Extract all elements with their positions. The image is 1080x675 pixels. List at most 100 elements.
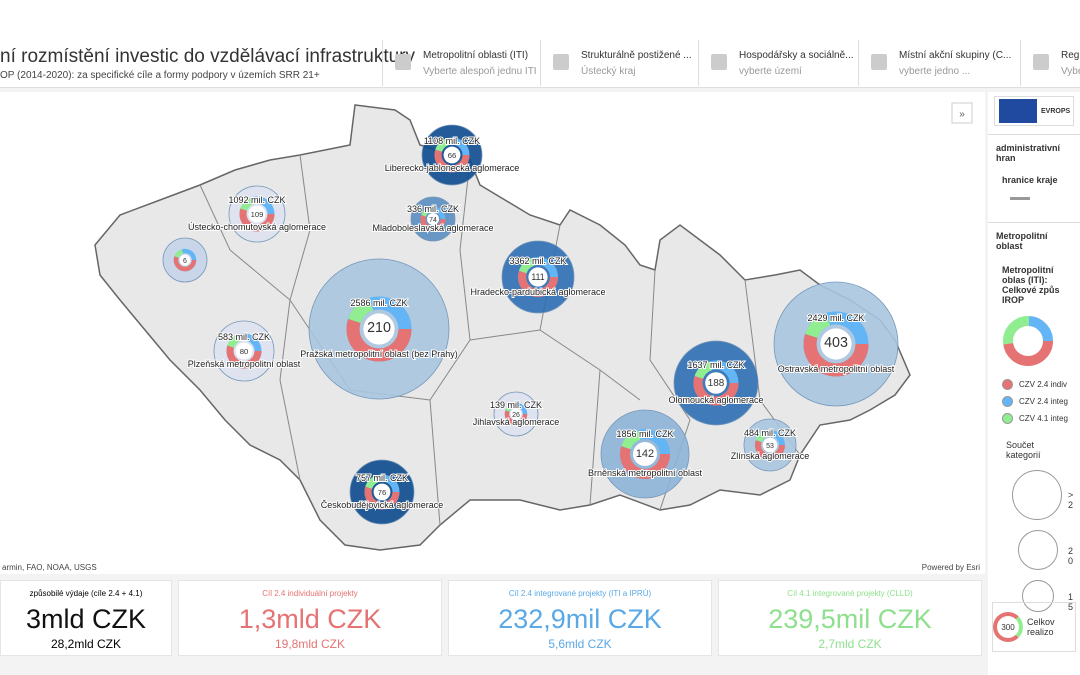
donut-hole	[179, 254, 191, 266]
eu-flag	[999, 99, 1037, 123]
marker-count: 76	[378, 488, 387, 497]
marker-amount: 757 mil. CZK	[356, 473, 408, 483]
esri-credit: Powered by Esri	[922, 563, 980, 572]
collapse-button[interactable]	[951, 102, 973, 124]
donut-hole	[373, 483, 391, 501]
marker-amount: 1108 mil. CZK	[424, 136, 480, 146]
donut-part	[1003, 316, 1053, 366]
kpi-card: Cíl 2.4 individuální projekty 1,3mld CZK 1…	[178, 580, 442, 656]
donut-ring	[346, 296, 412, 362]
legend-label: CZV 2.4 indiv	[1019, 380, 1068, 389]
legend-row: CZV 2.4 integ	[1002, 396, 1080, 407]
filter-tab[interactable]: Strukturálně postižené ... Ústecký kraj	[540, 40, 698, 86]
donut-hole	[427, 213, 439, 225]
layer-title: Metropolitní oblast	[988, 222, 1080, 259]
marker-amount: 1092 mil. CZK	[228, 195, 285, 205]
map[interactable]: » 66 1108 mil. CZK Liberecko-jablonecká ag…	[0, 92, 985, 574]
filter-label: Strukturálně postižené ...	[581, 50, 692, 61]
title: ní rozmístění investic do vzdělávací inf…	[0, 46, 415, 67]
filter-tab[interactable]: Regio Vybe	[1020, 40, 1080, 86]
kpi-total: 5,6mld CZK	[548, 637, 612, 651]
kpi-value: 3mld CZK	[25, 604, 147, 634]
markers: 66 1108 mil. CZK Liberecko-jablonecká aglo…	[162, 124, 899, 525]
donut-hole	[235, 342, 253, 360]
kpi-total: 28,2mld CZK	[50, 637, 122, 651]
legend-swatch	[1002, 379, 1013, 390]
marker-name: Olomoucká aglomerace	[668, 395, 763, 405]
kpi-title: Cíl 2.4 individuální projekty	[262, 589, 358, 598]
filter-tab[interactable]: Místní akční skupiny (C... vyberte jedno …	[858, 40, 1020, 86]
legend-item: hranice kraje	[1002, 175, 1058, 185]
marker-count: 66	[448, 151, 457, 160]
marker-amount: 1856 mil. CZK	[616, 429, 673, 439]
marker-count: 53	[766, 443, 774, 450]
total-count: 300	[993, 612, 1023, 642]
marker-count: 80	[240, 347, 249, 356]
kpi-value: 1,3mld CZK	[238, 604, 382, 634]
layer-title: administrativní hran	[988, 134, 1080, 171]
donut-ring	[420, 206, 446, 232]
marker-name: Mladoboleslavská aglomerace	[372, 223, 493, 233]
filter-value: vyberte jedno ...	[899, 66, 971, 77]
donut-ring	[226, 333, 262, 369]
marker-count: 142	[636, 448, 654, 460]
marker-count: 188	[708, 378, 725, 389]
filter-label: Hospodářsky a sociálně...	[739, 50, 854, 61]
donut-hole	[248, 205, 266, 223]
donut-part	[1003, 316, 1053, 366]
subtitle: OP (2014-2020): za specifické cíle a for…	[0, 70, 320, 81]
marker-name: Zlínská aglomerace	[731, 451, 810, 461]
legend-donut	[1003, 316, 1053, 366]
marker-count: 111	[531, 272, 544, 282]
marker-count: 74	[429, 217, 437, 224]
filter-tab[interactable]: Metropolitní oblasti (ITI) Vyberte alespo…	[382, 40, 540, 86]
eu-logo: EVROPS	[994, 96, 1074, 126]
marker-amount: 583 mil. CZK	[218, 332, 270, 342]
donut-hole	[762, 437, 778, 453]
marker-name: Brněnská metropolitní oblast	[588, 468, 703, 478]
marker-name: Českobudějovická aglomerace	[321, 500, 444, 510]
donut-hole	[443, 146, 461, 164]
line-swatch	[1010, 197, 1030, 200]
size-label: 2 0	[1068, 546, 1074, 566]
filter-value: Vybe	[1061, 66, 1080, 77]
marker-name: Plzeňská metropolitní oblast	[188, 359, 301, 369]
kpi-title: Cíl 4.1 integrované projekty (CLLD)	[787, 589, 913, 598]
filter-label: Regio	[1061, 50, 1080, 61]
donut-ring	[693, 360, 739, 406]
donut-ring	[504, 402, 528, 426]
kpi-total: 19,8mld CZK	[274, 637, 346, 651]
marker-amount: 3362 mil. CZK	[509, 256, 566, 266]
size-legend: > 2 2 0 1 5	[988, 470, 1080, 620]
marker-amount: 484 mil. CZK	[744, 428, 796, 438]
donut-hole	[705, 372, 727, 394]
marker-amount: 139 mil. CZK	[490, 400, 542, 410]
kpi-title: způsobilé výdaje (cíle 2.4 + 4.1)	[29, 589, 143, 598]
donut-hole	[510, 408, 522, 420]
header: ní rozmístění investic do vzdělávací inf…	[0, 0, 1080, 88]
kpi-card: Cíl 4.1 integrované projekty (CLLD) 239,5…	[718, 580, 982, 656]
legend-row: CZV 2.4 indiv	[1002, 379, 1080, 390]
marker-count: 26	[512, 412, 520, 419]
donut-ring	[434, 137, 470, 173]
size-label: 1 5	[1068, 592, 1074, 612]
map-panel[interactable]: » 66 1108 mil. CZK Liberecko-jablonecká ag…	[0, 92, 985, 574]
donut-hole	[633, 442, 657, 466]
marker-name: Jihlavská aglomerace	[473, 417, 560, 427]
marker-count: 210	[367, 320, 391, 336]
kpi-value: 239,5mil CZK	[768, 604, 932, 634]
legend-row: CZV 4.1 integ	[1002, 413, 1080, 424]
legend-swatch	[1002, 396, 1013, 407]
filter-tab[interactable]: Hospodářsky a sociálně... vyberte území	[698, 40, 858, 86]
total-text: Celkov realizo	[1027, 617, 1055, 637]
kpi-card: způsobilé výdaje (cíle 2.4 + 4.1) 3mld CZ…	[0, 580, 172, 656]
legend-label: CZV 2.4 integ	[1019, 397, 1068, 406]
total-box: 300 Celkov realizo	[992, 602, 1076, 652]
donut-ring	[803, 311, 869, 377]
donut-ring	[364, 474, 400, 510]
marker-name: Hradecko-pardubická aglomerace	[470, 287, 605, 297]
logo-text: EVROPS	[1041, 107, 1071, 115]
filter-value: Vyberte alespoň jednu ITI	[423, 66, 537, 77]
size-label: > 2	[1068, 490, 1074, 510]
donut-ring	[173, 248, 197, 272]
